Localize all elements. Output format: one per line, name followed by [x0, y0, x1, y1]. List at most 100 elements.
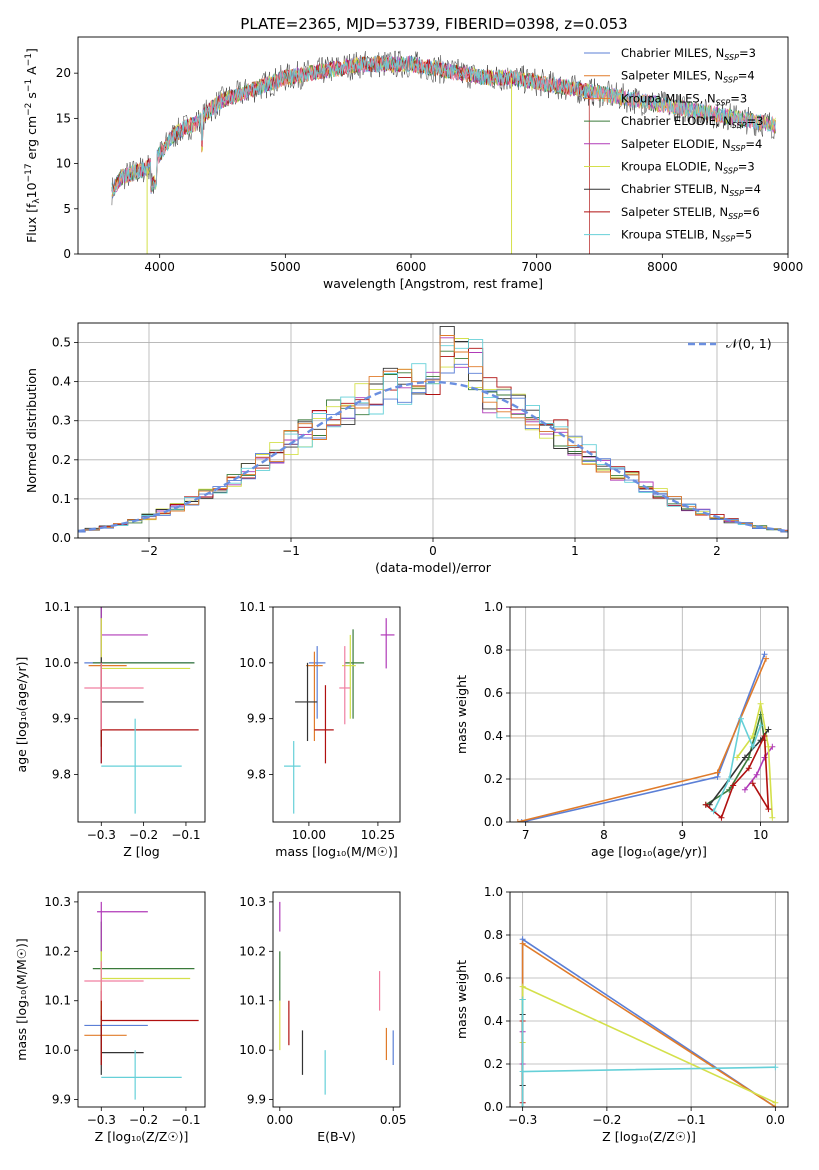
- axes-frame: [77, 606, 206, 823]
- plot-area: [279, 901, 394, 1095]
- legend-sub: SSP: [731, 144, 746, 153]
- y-tick-label: 10.2: [44, 944, 71, 958]
- series-line: [705, 714, 766, 806]
- y-tick-label: 0.8: [484, 928, 503, 942]
- y-tick-label: 0.0: [484, 1100, 503, 1114]
- y-axis-label: age [log₁₀(age/yr)]: [14, 657, 29, 773]
- y-label-part: Flux [f: [24, 203, 39, 243]
- x-tick-label: 6000: [396, 260, 427, 274]
- series-marker: [761, 651, 768, 658]
- legend-entry: 𝒩(0, 1): [726, 336, 772, 351]
- x-axis-label: wavelength [Angstrom, rest frame]: [323, 276, 543, 291]
- y-tick-label: 10.1: [239, 600, 266, 614]
- x-tick-label: 8000: [647, 260, 678, 274]
- y-tick-label: 10.0: [44, 656, 71, 670]
- x-axis-label: Z [log₁₀(Z/Z☉)]: [602, 1129, 696, 1144]
- legend-text: Kroupa MILES, N: [621, 91, 716, 105]
- y-axis-label: mass weight: [454, 960, 469, 1039]
- y-label-part: erg cm: [24, 116, 39, 164]
- x-tick-label: −0.1: [171, 1113, 200, 1127]
- series-line: [521, 999, 776, 1107]
- y-tick-label: 0.3: [52, 414, 71, 428]
- y-axis-label: mass weight: [454, 675, 469, 754]
- x-tick-label: 9000: [773, 260, 804, 274]
- x-axis-label: Z [log₁₀(Z/Z☉)]: [95, 1129, 189, 1144]
- normal-curve: [78, 380, 788, 533]
- axes-spectrum: 4000 5000 6000 7000 8000 9000 0 5 10 15 20 waveleng…: [24, 36, 804, 291]
- series-marker: [734, 754, 741, 761]
- y-tick-label: 0.1: [52, 492, 71, 506]
- legend-text: Salpeter MILES, N: [621, 69, 723, 83]
- series-marker: [753, 771, 760, 778]
- y-label-part: λ: [32, 198, 42, 204]
- y-tick-label: 0.8: [484, 643, 503, 657]
- y-axis-label: Flux [fλ10−17 erg cm−2 s−1 A−1]: [24, 48, 42, 243]
- series-marker: [726, 776, 733, 782]
- y-label-part: s: [24, 92, 39, 103]
- y-tick-label: 9.9: [247, 712, 266, 726]
- legend-entry: Salpeter ELODIE, NSSP=4: [621, 137, 762, 153]
- series-line: [521, 654, 766, 822]
- y-tick-label: 0.0: [484, 815, 503, 829]
- y-tick-label: 10.3: [239, 895, 266, 909]
- legend-text: Salpeter STELIB, N: [621, 205, 728, 219]
- y-label-part: ]: [24, 48, 39, 53]
- y-tick-label: 15: [56, 111, 71, 125]
- axes-frame: [509, 891, 789, 1108]
- x-tick-label: 8: [600, 828, 608, 842]
- legend-entry: Kroupa ELODIE, NSSP=3: [621, 160, 755, 176]
- x-tick-label: 0.05: [380, 1113, 407, 1127]
- x-tick-label: −2: [140, 544, 158, 558]
- series-marker: [765, 726, 772, 733]
- x-tick-label: 2: [713, 544, 721, 558]
- y-tick-label: 0.2: [484, 1057, 503, 1071]
- plot-area: [78, 323, 788, 538]
- x-tick-label: −0.2: [129, 1113, 158, 1127]
- y-tick-label: 0.5: [52, 336, 71, 350]
- series-marker: [763, 655, 770, 662]
- histogram-step: [78, 335, 788, 532]
- series-marker: [738, 715, 745, 722]
- y-tick-label: 10.1: [239, 994, 266, 1008]
- axes-frame: [272, 606, 401, 823]
- series-marker: [765, 806, 772, 813]
- axes-frame: [77, 891, 206, 1108]
- series-marker: [749, 780, 756, 787]
- series-marker: [741, 786, 748, 793]
- series-marker: [757, 722, 764, 729]
- y-tick-label: 0.4: [52, 375, 71, 389]
- legend-suffix: =4: [738, 69, 755, 83]
- x-tick-label: 10.00: [292, 828, 326, 842]
- y-label-part: −17: [24, 163, 34, 182]
- axes-massweight-vs-Z: −0.3 −0.2 −0.1 0.0 0.0 0.2 0.4 0.6 0.8 1.0 Z [log₁…: [454, 885, 789, 1144]
- x-axis-label: Z [log: [123, 844, 159, 859]
- y-tick-label: 9.8: [247, 768, 266, 782]
- series-line: [521, 942, 776, 1107]
- legend-entry: Chabrier STELIB, NSSP=4: [621, 182, 761, 198]
- x-tick-label: −0.1: [171, 828, 200, 842]
- x-tick-label: 7000: [521, 260, 552, 274]
- series-marker: [772, 1099, 779, 1106]
- x-tick-label: −0.2: [129, 828, 158, 842]
- x-tick-label: −0.3: [87, 1113, 116, 1127]
- y-tick-label: 10.0: [239, 1043, 266, 1057]
- plot-area: [284, 618, 395, 814]
- legend-text: Chabrier STELIB, N: [621, 182, 729, 196]
- series-marker: [519, 940, 526, 947]
- y-tick-label: 0.6: [484, 971, 503, 985]
- x-tick-label: 1: [571, 544, 579, 558]
- y-tick-label: 20: [56, 66, 71, 80]
- y-tick-label: 0.2: [484, 772, 503, 786]
- legend-entry: Kroupa MILES, NSSP=3: [621, 91, 747, 107]
- plot-area: [510, 607, 788, 822]
- legend-entry: Kroupa STELIB, NSSP=5: [621, 228, 752, 244]
- axes-frame: [272, 891, 401, 1108]
- y-tick-label: 0: [63, 247, 71, 261]
- y-tick-label: 0.4: [484, 1014, 503, 1028]
- legend-suffix: =4: [744, 182, 761, 196]
- legend-text: Chabrier ELODIE, N: [621, 114, 732, 128]
- series-marker: [702, 801, 709, 808]
- legend-sub: SSP: [728, 212, 743, 221]
- x-tick-label: 10.25: [361, 828, 395, 842]
- y-tick-label: 10.0: [239, 656, 266, 670]
